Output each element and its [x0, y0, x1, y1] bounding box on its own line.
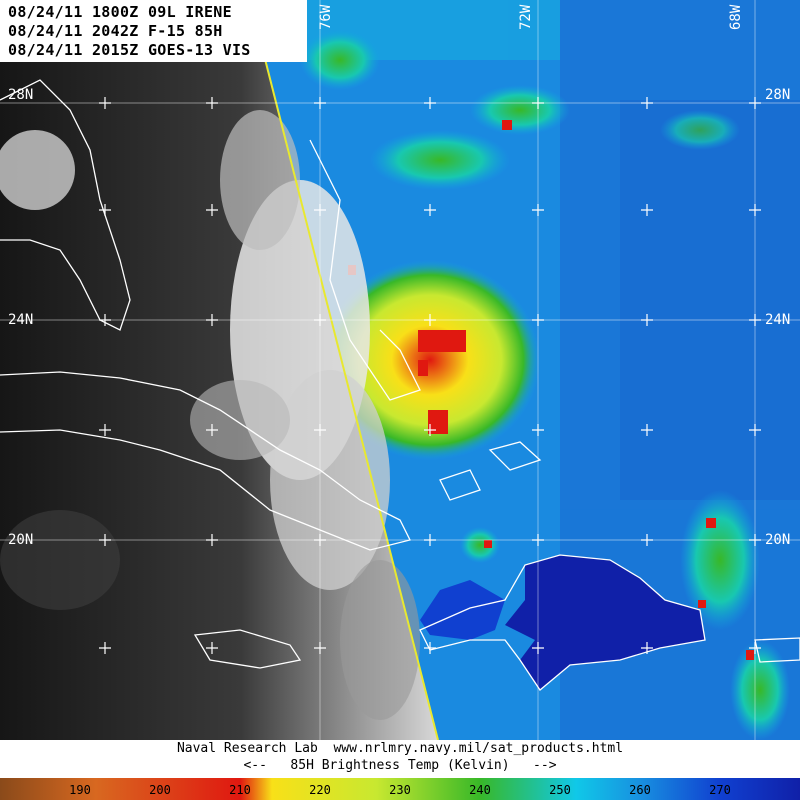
- grid-plus-marker: [99, 204, 111, 216]
- grid-plus-marker: [749, 97, 761, 109]
- colorbar-tick-label: 220: [309, 783, 331, 797]
- grid-plus-marker: [641, 314, 653, 326]
- product-header: 08/24/11 1800Z 09L IRENE 08/24/11 2042Z …: [0, 0, 307, 62]
- grid-plus-marker: [206, 424, 218, 436]
- footer-credits: Naval Research Lab www.nrlmry.navy.mil/s…: [0, 740, 800, 778]
- header-line-storm: 08/24/11 1800Z 09L IRENE: [8, 3, 232, 21]
- grid-plus-marker: [641, 424, 653, 436]
- turks-caicos: [439, 441, 542, 501]
- lon-label-68w: 68W: [728, 4, 744, 30]
- rainband-north: [370, 130, 510, 190]
- grid-plus-marker: [99, 314, 111, 326]
- grid-plus-marker: [641, 642, 653, 654]
- cell-west-hispaniola: [460, 527, 500, 563]
- lat-label-28n-right: 28N: [765, 87, 790, 103]
- grid-plus-marker: [99, 424, 111, 436]
- grid-plus-marker: [206, 204, 218, 216]
- grid-plus-marker: [641, 534, 653, 546]
- grid-plus-marker: [206, 314, 218, 326]
- lat-label-28n-left: 28N: [8, 87, 33, 103]
- colorbar-tick-label: 210: [229, 783, 251, 797]
- jamaica-coast: [193, 629, 302, 669]
- header-line-85h: 08/24/11 2042Z F-15 85H: [8, 22, 223, 40]
- hispaniola-coast: [419, 554, 706, 691]
- grid-plus-marker: [206, 97, 218, 109]
- grid-plus-marker: [314, 314, 326, 326]
- cloud-field: [0, 110, 420, 720]
- cuba-coast: [0, 371, 411, 551]
- grid-plus-marker: [424, 314, 436, 326]
- scale-title: <-- 85H Brightness Temp (Kelvin) -->: [243, 758, 557, 773]
- lat-label-24n-right: 24N: [765, 312, 790, 328]
- grid-plus-marker: [424, 642, 436, 654]
- colorbar-tick-label: 230: [389, 783, 411, 797]
- grid-plus-marker: [749, 642, 761, 654]
- lon-label-76w: 76W: [318, 4, 334, 30]
- grid-plus-marker: [424, 424, 436, 436]
- grid-plus-marker: [749, 424, 761, 436]
- grid-plus-marker: [206, 534, 218, 546]
- lat-lon-grid: [0, 0, 800, 740]
- swath-edge: [249, 0, 439, 740]
- grid-plus-marker: [99, 97, 111, 109]
- hispaniola-land: [505, 555, 705, 690]
- colorbar-tick-label: 250: [549, 783, 571, 797]
- grid-plus-marker: [749, 314, 761, 326]
- grid-plus-marker: [314, 204, 326, 216]
- florida-coast: [0, 79, 131, 331]
- grid-plus-marker: [314, 642, 326, 654]
- satellite-map: 28N 24N 20N 28N 24N 20N 76W 72W 68W: [0, 0, 800, 740]
- grid-plus-marker: [99, 642, 111, 654]
- colorbar-tick-label: 240: [469, 783, 491, 797]
- grid-plus-marker: [641, 204, 653, 216]
- grid-plus-marker: [424, 204, 436, 216]
- grid-plus-marker: [532, 97, 544, 109]
- grid-plus-marker: [749, 204, 761, 216]
- grid-plus-marker: [641, 97, 653, 109]
- lat-label-20n-left: 20N: [8, 532, 33, 548]
- lon-label-72w: 72W: [518, 4, 534, 30]
- colorbar-tick-label: 260: [629, 783, 651, 797]
- lat-label-20n-right: 20N: [765, 532, 790, 548]
- haiti-land: [420, 580, 505, 640]
- colorbar-tick-label: 200: [149, 783, 171, 797]
- grid-plus-marker: [314, 97, 326, 109]
- band-east-low: [730, 640, 790, 740]
- grid-plus-marker: [532, 534, 544, 546]
- colorbar-tick-label: 190: [69, 783, 91, 797]
- grid-plus-marker: [314, 534, 326, 546]
- grid-plus-marker: [424, 534, 436, 546]
- grid-plus-marker: [749, 534, 761, 546]
- coastlines: [0, 79, 800, 691]
- band-east: [680, 490, 760, 630]
- grid-plus-marker: [532, 642, 544, 654]
- bahamas-coast: [309, 139, 421, 401]
- credit-text: Naval Research Lab www.nrlmry.navy.mil/s…: [176, 741, 624, 756]
- grid-plus-marker: [206, 642, 218, 654]
- lat-label-24n-left: 24N: [8, 312, 33, 328]
- grid-plus-marker: [99, 534, 111, 546]
- grid-plus-marker: [532, 204, 544, 216]
- grid-plus-markers: [99, 97, 761, 654]
- puerto-rico-coast: [754, 637, 800, 663]
- grid-plus-marker: [532, 424, 544, 436]
- rainband-northeast: [470, 85, 570, 135]
- colorbar-gradient: [0, 778, 800, 800]
- rainband-top: [300, 30, 380, 90]
- colorbar-tick-label: 270: [709, 783, 731, 797]
- grid-plus-marker: [532, 314, 544, 326]
- temperature-colorbar: 190 200 210 220 230 240 250 260 270: [0, 778, 800, 800]
- header-line-vis: 08/24/11 2015Z GOES-13 VIS: [8, 41, 251, 59]
- grid-plus-marker: [314, 424, 326, 436]
- grid-plus-marker: [424, 97, 436, 109]
